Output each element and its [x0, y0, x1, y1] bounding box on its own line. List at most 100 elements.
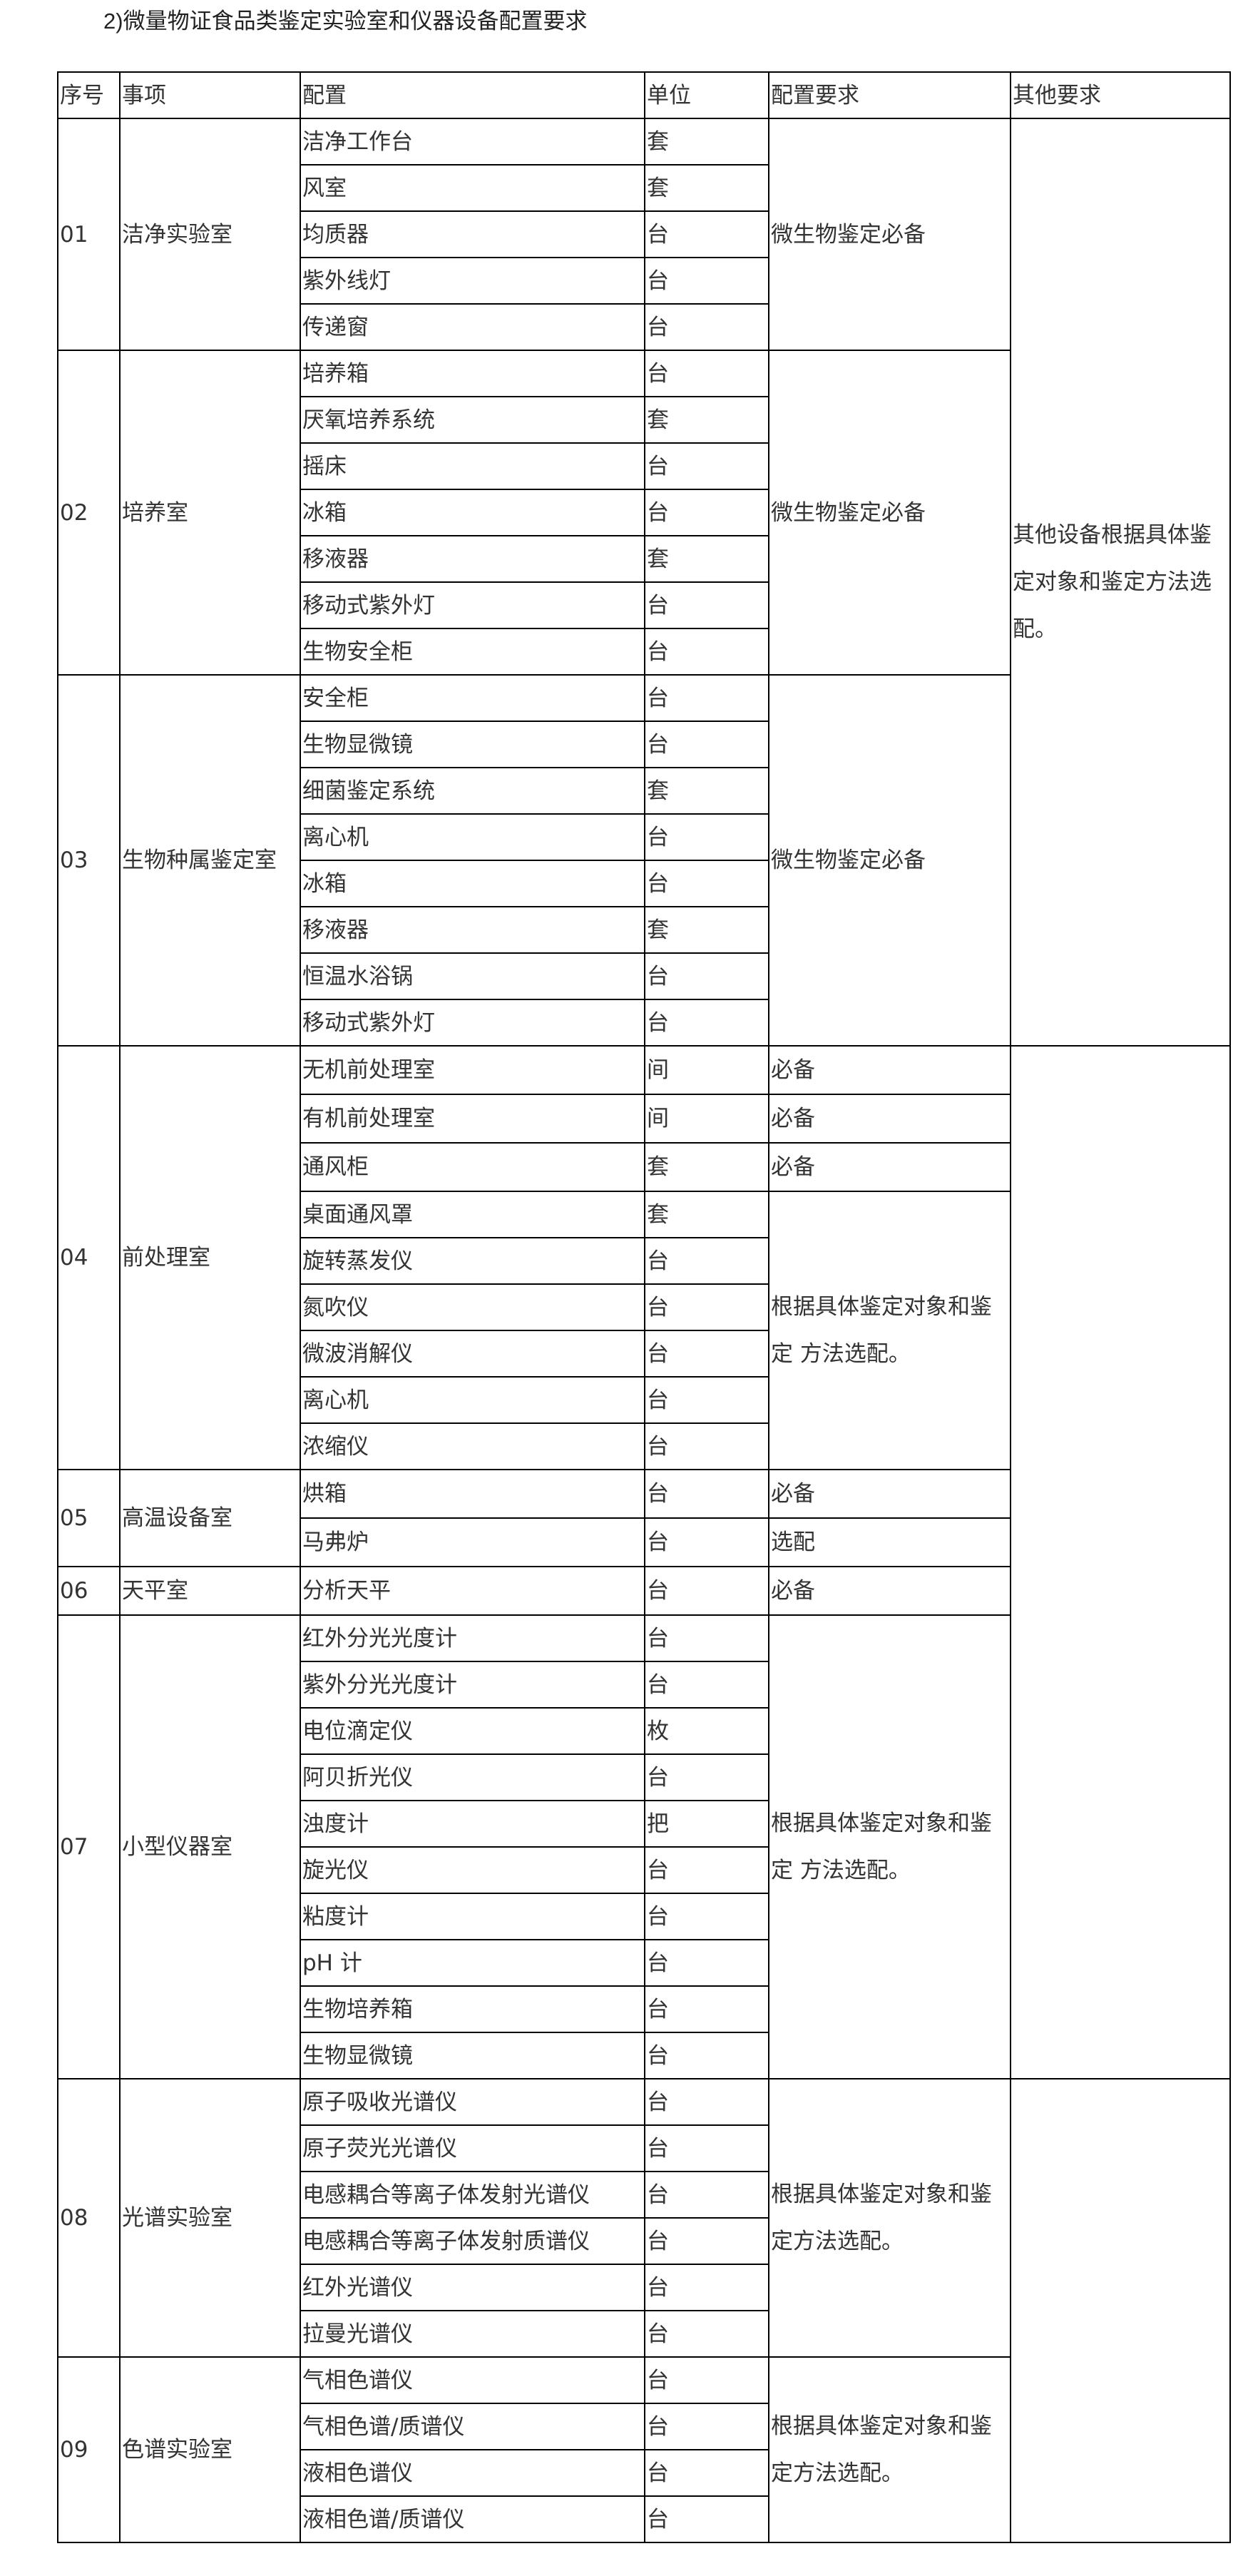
equipment-name-cell: 微波消解仪	[300, 1330, 645, 1378]
equipment-name-cell: 离心机	[300, 813, 645, 861]
equipment-name-cell: 风室	[300, 164, 645, 212]
table-row: 桌面通风罩套根据具体鉴定对象和鉴定 方法选配。	[58, 1191, 1230, 1470]
unit-cell: 台	[644, 2403, 769, 2450]
header-other-requirement: 其他要求	[1010, 71, 1231, 119]
table-row: 08 光谱实验室 原子吸收光谱仪台根据具体鉴定对象和鉴定方法选配。	[57, 2078, 1231, 2543]
room-name-cell: 光谱实验室	[119, 2078, 301, 2358]
room-name-cell: 生物种属鉴定室	[119, 674, 301, 1047]
table-row: 红外光谱仪台	[58, 2264, 1230, 2311]
unit-cell: 套	[644, 1191, 769, 1238]
header-item: 事项	[119, 71, 301, 119]
table-row: 传递窗台	[58, 303, 1230, 351]
equipment-name-cell: 气相色谱仪	[300, 2356, 645, 2404]
table-row: 07 小型仪器室 红外分光光度计台根据具体鉴定对象和鉴定 方法选配。	[57, 1614, 1230, 2079]
table-row: 紫外分光光度计台	[58, 1661, 1230, 1709]
unit-cell: 台	[644, 442, 769, 490]
unit-cell: 台	[644, 2495, 769, 2543]
table-row: 06 天平室 分析天平台必备	[57, 1566, 1230, 1616]
equipment-name-cell: 厌氧培养系统	[300, 396, 645, 444]
unit-cell: 套	[644, 1142, 769, 1192]
unit-cell: 台	[644, 860, 769, 907]
seq-cell: 01	[57, 118, 121, 351]
equipment-name-cell: 无机前处理室	[300, 1045, 645, 1095]
table-row: 马弗炉台选配	[58, 1517, 1230, 1567]
config-requirement-cell: 根据具体鉴定对象和鉴定 方法选配。	[768, 1191, 1011, 1470]
seq-cell: 05	[57, 1469, 121, 1567]
equipment-name-cell: 烘箱	[300, 1469, 645, 1519]
config-requirement-cell: 微生物鉴定必备	[768, 350, 1011, 676]
config-requirement-cell: 必备	[768, 1094, 1011, 1144]
equipment-name-cell: 原子荧光光谱仪	[300, 2124, 645, 2172]
table-row: 离心机台	[58, 813, 1230, 861]
unit-cell: 套	[644, 906, 769, 954]
config-requirement-cell: 必备	[768, 1045, 1011, 1095]
unit-cell: 台	[644, 1517, 769, 1567]
unit-cell: 台	[644, 210, 769, 258]
equipment-name-cell: 通风柜	[300, 1142, 645, 1192]
table-row: 厌氧培养系统套	[58, 396, 1230, 444]
equipment-name-cell: 粘度计	[300, 1893, 645, 1940]
table-row: 均质器台	[58, 210, 1230, 258]
equipment-name-cell: 电感耦合等离子体发射光谱仪	[300, 2171, 645, 2219]
room-name-cell: 小型仪器室	[119, 1614, 301, 2079]
table-row: 生物培养箱台	[58, 1985, 1230, 2033]
config-requirement-cell: 微生物鉴定必备	[768, 674, 1011, 1047]
table-row: 09 色谱实验室 气相色谱仪台根据具体鉴定对象和鉴定方法选配。	[57, 2356, 1230, 2543]
equipment-name-cell: 安全柜	[300, 674, 645, 722]
equipment-name-cell: 氮吹仪	[300, 1283, 645, 1331]
unit-cell: 台	[644, 1422, 769, 1470]
equipment-name-cell: 紫外分光光度计	[300, 1661, 645, 1709]
equipment-name-cell: 移液器	[300, 906, 645, 954]
unit-cell: 套	[644, 535, 769, 583]
equipment-name-cell: 浊度计	[300, 1800, 645, 1848]
table-row: 生物安全柜台	[58, 628, 1230, 676]
equipment-name-cell: 传递窗	[300, 303, 645, 351]
table-row: 电感耦合等离子体发射质谱仪台	[58, 2217, 1230, 2265]
config-requirement-cell: 根据具体鉴定对象和鉴定方法选配。	[768, 2078, 1011, 2358]
equipment-config-table: 序号 事项 配置 单位 配置要求 其他要求 01 洁净实验室 洁净工作台套微生物鉴定…	[57, 71, 1231, 2543]
equipment-name-cell: 原子吸收光谱仪	[300, 2078, 645, 2126]
room-name-cell: 洁净实验室	[119, 118, 301, 351]
seq-cell: 09	[57, 2356, 121, 2543]
unit-cell: 台	[644, 1985, 769, 2033]
table-row: 原子荧光光谱仪台	[58, 2124, 1230, 2172]
equipment-name-cell: pH 计	[300, 1939, 645, 1987]
table-row: 阿贝折光仪台	[58, 1753, 1230, 1801]
unit-cell: 台	[644, 628, 769, 676]
unit-cell: 台	[644, 350, 769, 397]
unit-cell: 台	[644, 2264, 769, 2311]
room-name-cell: 培养室	[119, 350, 301, 676]
config-requirement-cell: 必备	[768, 1469, 1011, 1519]
equipment-name-cell: 紫外线灯	[300, 257, 645, 305]
equipment-name-cell: 拉曼光谱仪	[300, 2310, 645, 2358]
table-row: 03 生物种属鉴定室 安全柜台微生物鉴定必备	[57, 674, 1230, 1047]
table-row: 旋光仪台	[58, 1846, 1230, 1894]
table-row: 移液器套	[58, 906, 1230, 954]
unit-cell: 台	[644, 952, 769, 1000]
unit-cell: 套	[644, 396, 769, 444]
unit-cell: 台	[644, 581, 769, 629]
unit-cell: 台	[644, 1893, 769, 1940]
unit-cell: 台	[644, 674, 769, 722]
table-row: 摇床台	[58, 442, 1230, 490]
unit-cell: 台	[644, 1376, 769, 1424]
unit-cell: 台	[644, 1661, 769, 1709]
unit-cell: 台	[644, 303, 769, 351]
equipment-name-cell: 浓缩仪	[300, 1422, 645, 1470]
table-row: 05 高温设备室 烘箱台必备	[57, 1469, 1230, 1567]
seq-cell: 06	[57, 1566, 121, 1616]
equipment-name-cell: 摇床	[300, 442, 645, 490]
table-row: 细菌鉴定系统套	[58, 767, 1230, 815]
config-requirement-cell: 必备	[768, 1142, 1011, 1192]
table-row: 生物显微镜台	[58, 721, 1230, 768]
equipment-name-cell: 电位滴定仪	[300, 1707, 645, 1755]
equipment-name-cell: 红外光谱仪	[300, 2264, 645, 2311]
unit-cell: 间	[644, 1045, 769, 1095]
table-body: 01 洁净实验室 洁净工作台套微生物鉴定必备 其他设备根据具体鉴定对象和鉴定方法选配。…	[57, 118, 1231, 2543]
equipment-name-cell: 电感耦合等离子体发射质谱仪	[300, 2217, 645, 2265]
section-title: 2)微量物证食品类鉴定实验室和仪器设备配置要求	[103, 9, 588, 34]
unit-cell: 台	[644, 2124, 769, 2172]
equipment-name-cell: 有机前处理室	[300, 1094, 645, 1144]
seq-cell: 04	[57, 1045, 121, 1470]
unit-cell: 台	[644, 2032, 769, 2079]
